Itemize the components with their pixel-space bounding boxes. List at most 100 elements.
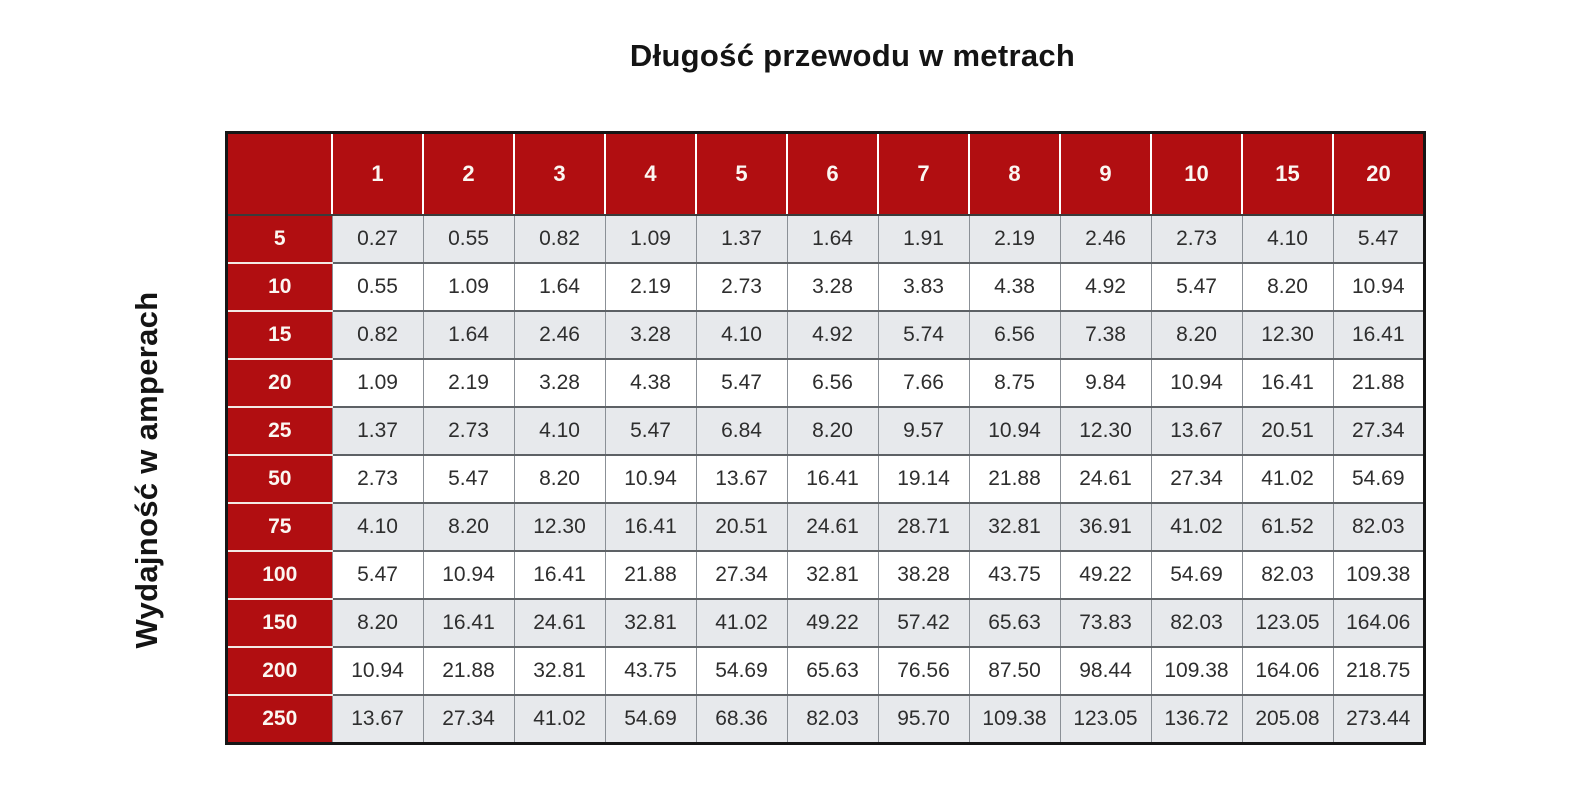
cell-200-3: 32.81	[513, 646, 605, 695]
cell-5-1: 0.27	[331, 214, 423, 263]
cell-15-5: 4.10	[695, 310, 787, 359]
table-row-5: 5 0.27 0.55 0.82 1.09 1.37 1.64 1.91 2.19 2.46 2.7…	[226, 214, 1425, 263]
cell-75-2: 8.20	[422, 502, 514, 551]
cell-20-20: 21.88	[1332, 358, 1425, 407]
row-header-25: 25	[226, 406, 332, 455]
col-header-3: 3	[513, 132, 605, 216]
cell-250-5: 68.36	[695, 694, 787, 744]
cell-25-5: 6.84	[695, 406, 787, 455]
cell-200-9: 98.44	[1059, 646, 1151, 695]
cell-150-10: 82.03	[1150, 598, 1242, 647]
table-row-75: 75 4.10 8.20 12.30 16.41 20.51 24.61 28.71 32.81…	[226, 502, 1425, 551]
cell-150-4: 32.81	[604, 598, 696, 647]
cell-10-20: 10.94	[1332, 262, 1425, 311]
cell-75-9: 36.91	[1059, 502, 1151, 551]
cell-250-7: 95.70	[877, 694, 969, 744]
col-header-8: 8	[968, 132, 1060, 216]
cell-15-10: 8.20	[1150, 310, 1242, 359]
table-row-250: 250 13.67 27.34 41.02 54.69 68.36 82.03 95.70 10…	[226, 694, 1425, 744]
cell-5-20: 5.47	[1332, 214, 1425, 263]
cell-200-20: 218.75	[1332, 646, 1425, 695]
table-row-150: 150 8.20 16.41 24.61 32.81 41.02 49.22 57.42 65.…	[226, 598, 1425, 647]
cell-50-6: 16.41	[786, 454, 878, 503]
cell-250-2: 27.34	[422, 694, 514, 744]
cell-75-20: 82.03	[1332, 502, 1425, 551]
cell-100-15: 82.03	[1241, 550, 1333, 599]
cell-50-15: 41.02	[1241, 454, 1333, 503]
cell-25-4: 5.47	[604, 406, 696, 455]
cell-50-10: 27.34	[1150, 454, 1242, 503]
table-row-10: 10 0.55 1.09 1.64 2.19 2.73 3.28 3.83 4.38 4.92 5.…	[226, 262, 1425, 311]
cell-15-20: 16.41	[1332, 310, 1425, 359]
cell-75-10: 41.02	[1150, 502, 1242, 551]
row-header-15: 15	[226, 310, 332, 359]
row-header-100: 100	[226, 550, 332, 599]
cell-150-8: 65.63	[968, 598, 1060, 647]
cell-250-15: 205.08	[1241, 694, 1333, 744]
cell-25-9: 12.30	[1059, 406, 1151, 455]
cell-150-9: 73.83	[1059, 598, 1151, 647]
cell-100-2: 10.94	[422, 550, 514, 599]
cell-25-20: 27.34	[1332, 406, 1425, 455]
cell-75-3: 12.30	[513, 502, 605, 551]
row-header-200: 200	[226, 646, 332, 695]
cell-100-8: 43.75	[968, 550, 1060, 599]
table-row-50: 50 2.73 5.47 8.20 10.94 13.67 16.41 19.14 21.88 2…	[226, 454, 1425, 503]
cell-100-7: 38.28	[877, 550, 969, 599]
cell-100-10: 54.69	[1150, 550, 1242, 599]
cell-100-6: 32.81	[786, 550, 878, 599]
cell-200-4: 43.75	[604, 646, 696, 695]
cell-20-6: 6.56	[786, 358, 878, 407]
cell-15-9: 7.38	[1059, 310, 1151, 359]
row-header-250: 250	[226, 694, 332, 744]
cell-100-1: 5.47	[331, 550, 423, 599]
cell-25-15: 20.51	[1241, 406, 1333, 455]
cell-200-1: 10.94	[331, 646, 423, 695]
col-header-9: 9	[1059, 132, 1151, 216]
cell-15-2: 1.64	[422, 310, 514, 359]
cell-15-3: 2.46	[513, 310, 605, 359]
cell-15-4: 3.28	[604, 310, 696, 359]
col-header-6: 6	[786, 132, 878, 216]
cell-200-7: 76.56	[877, 646, 969, 695]
cell-20-4: 4.38	[604, 358, 696, 407]
cell-75-15: 61.52	[1241, 502, 1333, 551]
cell-200-8: 87.50	[968, 646, 1060, 695]
cell-5-8: 2.19	[968, 214, 1060, 263]
cell-100-5: 27.34	[695, 550, 787, 599]
chart-title: Długość przewodu w metrach	[629, 38, 1076, 73]
cell-10-5: 2.73	[695, 262, 787, 311]
cell-250-8: 109.38	[968, 694, 1060, 744]
cell-25-1: 1.37	[331, 406, 423, 455]
cell-50-7: 19.14	[877, 454, 969, 503]
cell-20-9: 9.84	[1059, 358, 1151, 407]
cell-150-6: 49.22	[786, 598, 878, 647]
cell-150-1: 8.20	[331, 598, 423, 647]
cell-150-20: 164.06	[1332, 598, 1425, 647]
table-row-100: 100 5.47 10.94 16.41 21.88 27.34 32.81 38.28 43.…	[226, 550, 1425, 599]
table-row-25: 25 1.37 2.73 4.10 5.47 6.84 8.20 9.57 10.94 12.30…	[226, 406, 1425, 455]
cell-100-3: 16.41	[513, 550, 605, 599]
cell-75-5: 20.51	[695, 502, 787, 551]
cell-50-5: 13.67	[695, 454, 787, 503]
cell-75-7: 28.71	[877, 502, 969, 551]
col-header-7: 7	[877, 132, 969, 216]
col-header-1: 1	[331, 132, 423, 216]
col-header-5: 5	[695, 132, 787, 216]
cell-10-9: 4.92	[1059, 262, 1151, 311]
table-header-row: 1 2 3 4 5 6 7 8 9 10 15 20	[225, 132, 1425, 216]
cell-10-7: 3.83	[877, 262, 969, 311]
cell-25-2: 2.73	[422, 406, 514, 455]
cell-15-7: 5.74	[877, 310, 969, 359]
cell-75-4: 16.41	[604, 502, 696, 551]
cell-50-4: 10.94	[604, 454, 696, 503]
table-row-15: 15 0.82 1.64 2.46 3.28 4.10 4.92 5.74 6.56 7.38 8.…	[226, 310, 1425, 359]
cell-5-3: 0.82	[513, 214, 605, 263]
cell-25-6: 8.20	[786, 406, 878, 455]
cell-250-3: 41.02	[513, 694, 605, 744]
cell-20-2: 2.19	[422, 358, 514, 407]
cell-20-3: 3.28	[513, 358, 605, 407]
cell-50-9: 24.61	[1059, 454, 1151, 503]
row-header-75: 75	[226, 502, 332, 551]
cell-100-9: 49.22	[1059, 550, 1151, 599]
